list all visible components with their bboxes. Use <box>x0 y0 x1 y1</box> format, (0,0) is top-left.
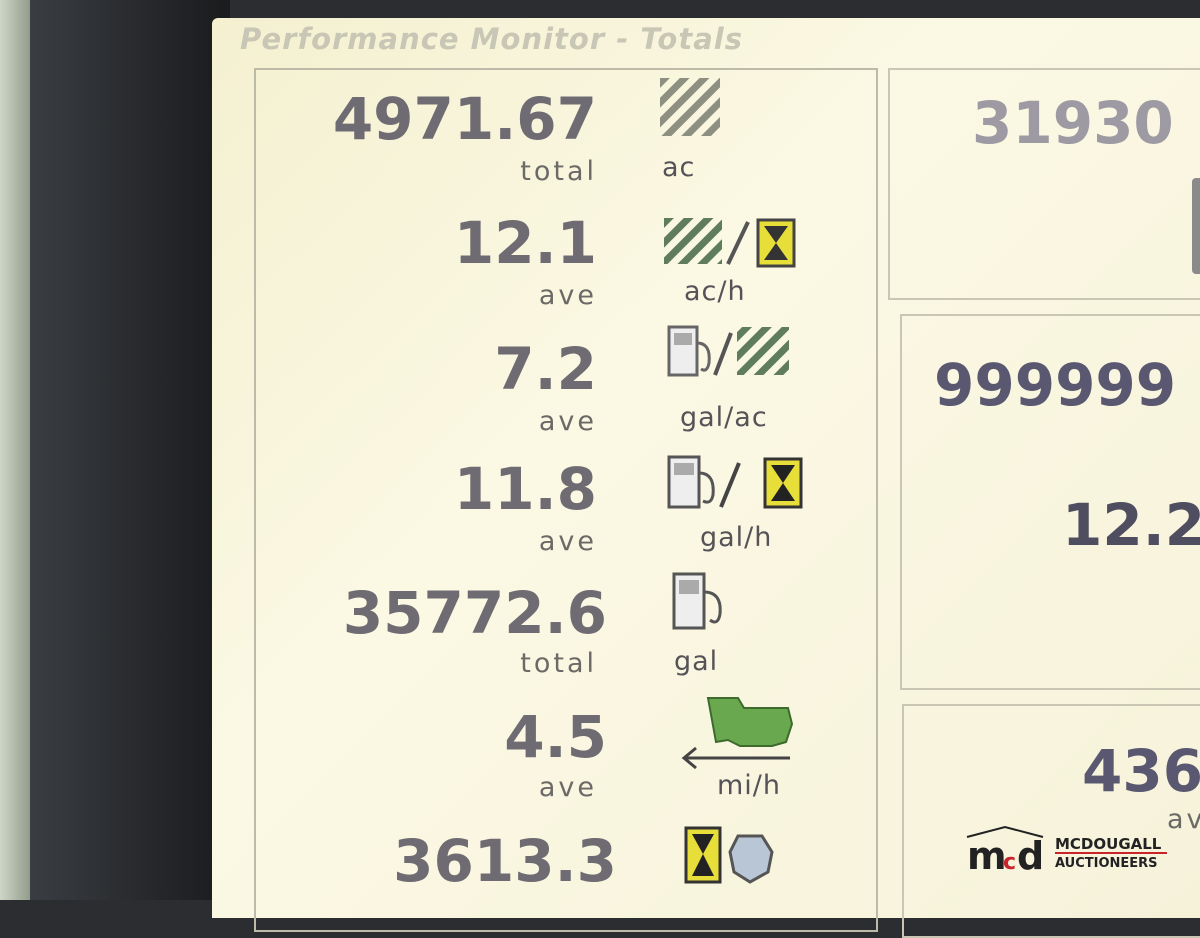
machine-speed-icon <box>681 697 794 770</box>
right-panel-2[interactable] <box>900 314 1200 690</box>
total-area-unit: ac <box>662 152 696 183</box>
avg-fuel-rate-label: ave <box>538 526 597 557</box>
avg-fuel-per-area-value: 7.2 <box>494 335 597 403</box>
svg-text:m: m <box>967 834 1007 875</box>
fuel-per-area-icon <box>667 325 789 377</box>
fuel-pump-icon <box>672 572 722 630</box>
avg-speed-value: 4.5 <box>504 703 607 771</box>
avg-speed-label: ave <box>538 772 597 803</box>
avg-area-rate-value: 12.1 <box>453 209 597 277</box>
svg-text:MCDOUGALL: MCDOUGALL <box>1055 835 1162 853</box>
right-panel-3-label: ave <box>1167 804 1200 835</box>
right-panel-3-value: 436 <box>1082 737 1200 805</box>
svg-text:c: c <box>1003 850 1016 875</box>
display-screen: Performance Monitor - Totals 4971.67 tot… <box>212 18 1200 938</box>
avg-fuel-per-area-label: ave <box>538 406 597 437</box>
total-fuel-label: total <box>520 648 597 679</box>
mcdougall-logo-icon: m c d MCDOUGALL AUCTIONEERS <box>966 825 1167 878</box>
avg-speed-unit: mi/h <box>717 770 782 801</box>
total-area-value: 4971.67 <box>332 85 597 153</box>
display-bezel <box>30 0 230 900</box>
avg-fuel-rate-unit: gal/h <box>700 522 773 553</box>
svg-text:d: d <box>1017 834 1044 875</box>
right-panel-1-value: 31930 <box>972 89 1174 157</box>
area-hatch-icon <box>660 78 720 136</box>
watermark-logo: m c d MCDOUGALL AUCTIONEERS <box>965 825 1175 879</box>
area-per-hour-icon <box>664 218 796 268</box>
engine-hours-icon <box>684 826 774 884</box>
avg-fuel-rate-value: 11.8 <box>453 455 597 523</box>
engine-hours-value: 3613.3 <box>393 827 617 895</box>
avg-area-rate-unit: ac/h <box>684 276 746 307</box>
total-area-label: total <box>520 156 597 187</box>
avg-fuel-per-area-unit: gal/ac <box>680 402 768 433</box>
total-fuel-unit: gal <box>674 646 719 677</box>
svg-text:AUCTIONEERS: AUCTIONEERS <box>1055 856 1158 871</box>
right-panel-2-value: 999999 <box>934 351 1177 419</box>
page-title: Performance Monitor - Totals <box>240 22 743 56</box>
total-fuel-value: 35772.6 <box>342 579 607 647</box>
avg-area-rate-label: ave <box>538 280 597 311</box>
right-panel-1-icon <box>1192 178 1200 274</box>
right-panel-2-value2: 12.2 <box>1062 491 1200 559</box>
fuel-per-hour-icon <box>667 455 803 509</box>
right-panel-1[interactable] <box>888 68 1200 300</box>
